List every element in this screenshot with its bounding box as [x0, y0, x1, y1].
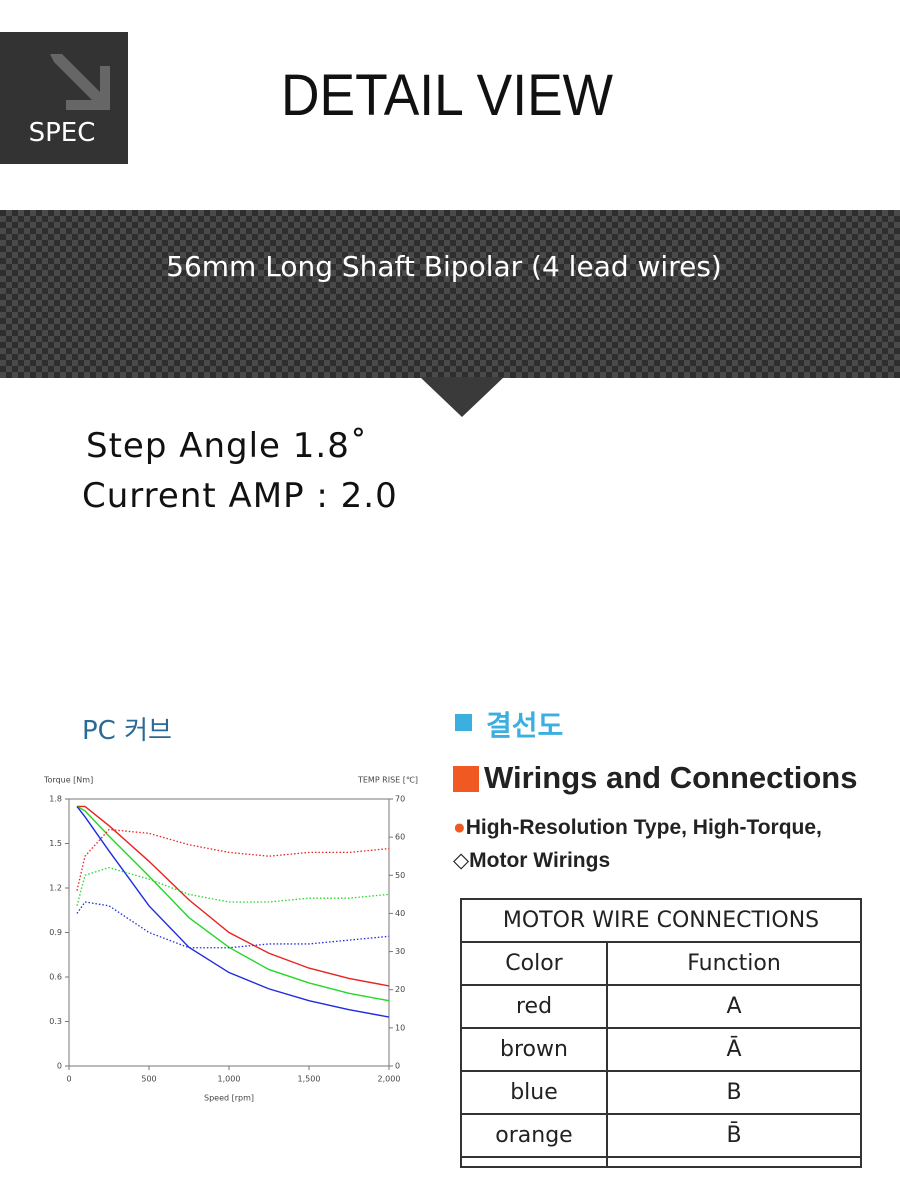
series-line: [76, 828, 390, 891]
x-tick-label: 1,000: [218, 1075, 241, 1084]
blue-square: [455, 714, 472, 731]
y2-tick-label: 50: [395, 871, 405, 880]
x-axis-label: Speed [rpm]: [204, 1094, 254, 1103]
wire-table: MOTOR WIRE CONNECTIONS Color Function red…: [460, 898, 862, 1168]
y-axis-label: Torque [Nm]: [43, 776, 93, 785]
banner-pointer: [420, 377, 504, 417]
cell: [460, 1156, 608, 1168]
y2-tick-label: 70: [395, 795, 405, 804]
wiring-line: ◇Motor Wirings: [453, 849, 611, 872]
y-tick-label: 1.5: [49, 839, 62, 848]
cell: blue: [460, 1070, 608, 1115]
y2-tick-label: 40: [395, 909, 405, 918]
y-tick-label: 1.8: [49, 795, 62, 804]
cell: brown: [460, 1027, 608, 1072]
arrow-icon: [50, 54, 110, 110]
banner: [0, 210, 900, 378]
wiring-heading: 결선도: [486, 709, 564, 742]
cell: B̄: [606, 1113, 862, 1158]
y-tick-label: 0.6: [49, 973, 62, 982]
series-line: [77, 805, 390, 987]
wiring-title: Wirings and Connections: [484, 760, 858, 795]
column-header: Function: [606, 941, 862, 986]
x-tick-label: 1,500: [298, 1075, 321, 1084]
y-tick-label: 1.2: [49, 884, 62, 893]
spec-line: Step Angle 1.8˚: [86, 426, 368, 466]
spec-badge: [0, 32, 128, 164]
page-title: DETAIL VIEW: [280, 63, 614, 128]
badge-label: SPEC: [28, 118, 96, 148]
x-tick-label: 500: [141, 1075, 156, 1084]
y-tick-label: 0.3: [49, 1017, 62, 1026]
cell: orange: [460, 1113, 608, 1158]
cell: [606, 1156, 862, 1168]
x-tick-label: 2,000: [378, 1075, 401, 1084]
series-line: [76, 901, 390, 949]
wiring-text: Motor Wirings: [469, 849, 611, 872]
cell: red: [460, 984, 608, 1029]
wiring-text: High-Resolution Type, High-Torque,: [465, 816, 822, 839]
cell: B: [606, 1070, 862, 1115]
spec-line: Current AMP : 2.0: [82, 476, 398, 516]
chart: 0 500 1,000 1,500 2,000 0 0.3 0.6 0.9 1.2 1.5 1.8 0 1…: [43, 776, 418, 1103]
series-line: [76, 805, 390, 1018]
column-header: Color: [460, 941, 608, 986]
curve-heading: PC 커브: [82, 716, 172, 746]
y2-axis-label: TEMP RISE [℃]: [357, 776, 418, 785]
cell: Ā: [606, 1027, 862, 1072]
y2-tick-label: 10: [395, 1023, 405, 1032]
y2-tick-label: 20: [395, 985, 405, 994]
orange-square: [453, 766, 479, 792]
x-tick-label: 0: [66, 1075, 71, 1084]
y-tick-label: 0.9: [49, 928, 62, 937]
y2-tick-label: 30: [395, 947, 405, 956]
series-line: [76, 866, 390, 906]
series-line: [76, 805, 390, 1002]
cell: A: [606, 984, 862, 1029]
table-caption: MOTOR WIRE CONNECTIONS: [460, 898, 862, 943]
y2-tick-label: 0: [395, 1062, 400, 1071]
banner-title: 56mm Long Shaft Bipolar (4 lead wires): [166, 250, 722, 283]
y2-tick-label: 60: [395, 833, 405, 842]
wiring-line: ●High-Resolution Type, High-Torque,: [453, 816, 822, 839]
y-tick-label: 0: [57, 1062, 62, 1071]
